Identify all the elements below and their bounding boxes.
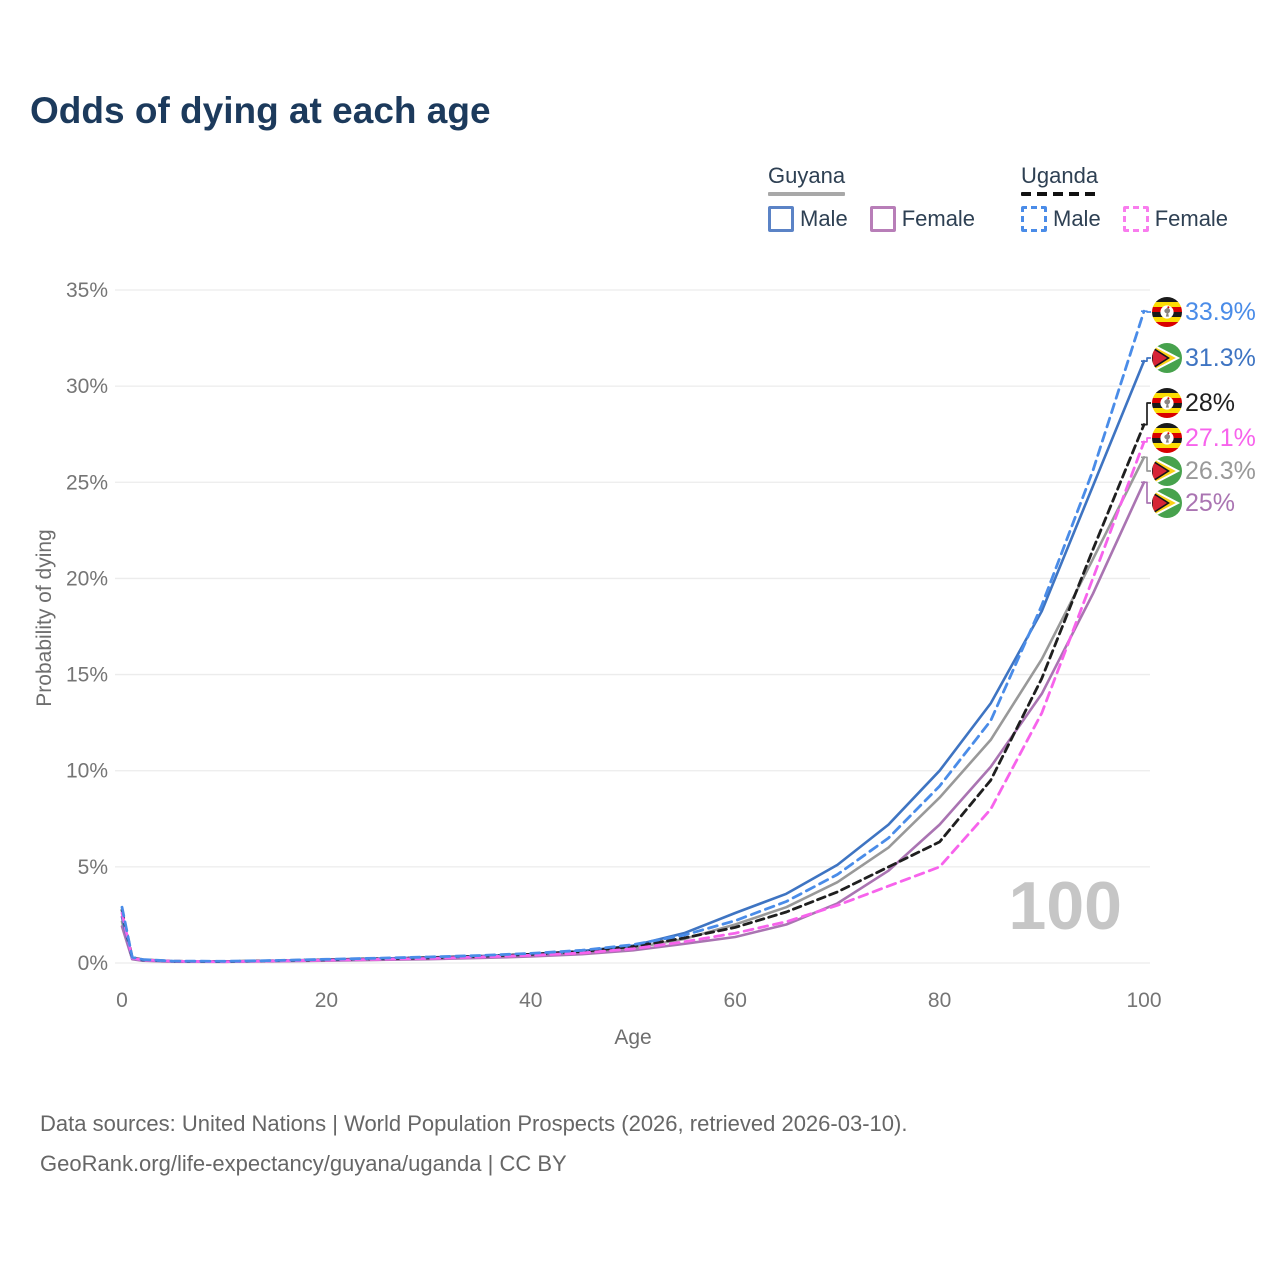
legend-item-uganda-female[interactable]: Female xyxy=(1122,206,1229,232)
legend-uganda-title: Uganda xyxy=(1021,163,1099,188)
uganda-flag-icon xyxy=(1152,423,1182,453)
end-label-value-uganda-male: 33.9% xyxy=(1185,298,1256,326)
grid-layer: 0% 5% 10% 15% 20% 25% 30% 35% 0 20 40 60 80 100 xyxy=(66,279,1162,1012)
legend-items-uganda: Male Female xyxy=(1021,206,1228,232)
legend-country-guyana[interactable]: Guyana xyxy=(768,163,846,196)
y-tick-label: 25% xyxy=(66,471,108,494)
footer: Data sources: United Nations | World Pop… xyxy=(40,1104,907,1184)
x-tick-label: 100 xyxy=(1126,989,1161,1012)
y-tick-label: 5% xyxy=(78,856,108,879)
end-label-value-uganda-female: 27.1% xyxy=(1185,424,1256,452)
x-axis-title: Age xyxy=(614,1026,652,1049)
end-label-flag-uganda-male xyxy=(1152,297,1182,327)
legend-item-uganda-male[interactable]: Male xyxy=(1021,206,1101,232)
end-label-layer: 33.9% 31.3% 28% 27.1% 26.3% 25% xyxy=(1141,297,1256,518)
legend-guyana-title: Guyana xyxy=(768,163,846,188)
end-label-leader-uganda-female xyxy=(1141,437,1151,443)
uganda-female-swatch-icon xyxy=(1122,206,1149,232)
x-tick-label: 80 xyxy=(928,989,951,1012)
end-label-leader-uganda-male xyxy=(1141,310,1151,313)
series-line-uganda-both-sexes[interactable] xyxy=(120,423,1146,963)
end-label-value-guyana-female: 25% xyxy=(1185,489,1235,517)
x-tick-label: 20 xyxy=(315,989,338,1012)
end-label-value-guyana-male: 31.3% xyxy=(1185,344,1256,372)
legend-group-guyana: Guyana Male Female xyxy=(768,163,975,232)
x-tick-label: 40 xyxy=(519,989,542,1012)
x-tick-label: 60 xyxy=(724,989,747,1012)
end-label-flag-uganda-both-sexes xyxy=(1152,388,1182,418)
attribution-line: GeoRank.org/life-expectancy/guyana/ugand… xyxy=(40,1151,567,1176)
guyana-male-swatch-icon xyxy=(768,206,794,232)
data-source-line: Data sources: United Nations | World Pop… xyxy=(40,1111,908,1136)
y-tick-label: 0% xyxy=(78,952,108,975)
legend: Guyana Male Female Uganda Male xyxy=(0,163,1280,243)
y-tick-label: 35% xyxy=(66,279,108,302)
guyana-female-swatch-icon xyxy=(869,206,896,232)
uganda-male-swatch-icon xyxy=(1021,206,1047,232)
x-tick-label: 0 xyxy=(116,989,128,1012)
uganda-flag-icon xyxy=(1152,297,1182,327)
series-line-uganda-male[interactable] xyxy=(120,309,1146,963)
page-title: Odds of dying at each age xyxy=(30,90,491,131)
end-label-value-guyana-both-sexes: 26.3% xyxy=(1185,457,1256,485)
guyana-flag-icon xyxy=(1152,343,1182,373)
y-tick-label: 10% xyxy=(66,760,108,783)
uganda-flag-icon xyxy=(1152,388,1182,418)
end-label-leader-guyana-female xyxy=(1141,481,1151,504)
end-label-leader-uganda-both-sexes xyxy=(1141,402,1151,426)
legend-items-guyana: Male Female xyxy=(768,206,975,232)
end-label-leader-guyana-both-sexes xyxy=(1141,456,1151,472)
legend-country-uganda[interactable]: Uganda xyxy=(1021,163,1099,196)
y-tick-label: 15% xyxy=(66,664,108,687)
end-label-flag-guyana-male xyxy=(1152,343,1182,373)
uganda-dashed-line-swatch xyxy=(1021,192,1099,196)
y-tick-label: 20% xyxy=(66,567,108,590)
guyana-flag-icon xyxy=(1152,488,1182,518)
end-label-value-uganda-both-sexes: 28% xyxy=(1185,389,1235,417)
guyana-female-label: Female xyxy=(901,206,976,231)
guyana-male-label: Male xyxy=(800,206,848,231)
end-label-leader-guyana-male xyxy=(1141,357,1151,362)
guyana-solid-line-swatch xyxy=(768,192,846,196)
series-line-guyana-male[interactable] xyxy=(120,359,1146,963)
legend-item-guyana-male[interactable]: Male xyxy=(768,206,848,232)
end-label-flag-guyana-both-sexes xyxy=(1152,456,1182,486)
end-label-flag-uganda-female xyxy=(1152,423,1182,453)
legend-group-uganda: Uganda Male Female xyxy=(1021,163,1228,232)
legend-item-guyana-female[interactable]: Female xyxy=(869,206,976,232)
series-line-guyana-both-sexes[interactable] xyxy=(120,456,1146,963)
uganda-male-label: Male xyxy=(1053,206,1101,231)
series-layer xyxy=(120,309,1146,964)
end-label-flag-guyana-female xyxy=(1152,488,1182,518)
guyana-flag-icon xyxy=(1152,456,1182,486)
series-line-guyana-female[interactable] xyxy=(120,481,1146,964)
uganda-female-label: Female xyxy=(1154,206,1229,231)
age-hover-watermark: 100 xyxy=(1008,868,1122,944)
y-tick-label: 30% xyxy=(66,375,108,398)
